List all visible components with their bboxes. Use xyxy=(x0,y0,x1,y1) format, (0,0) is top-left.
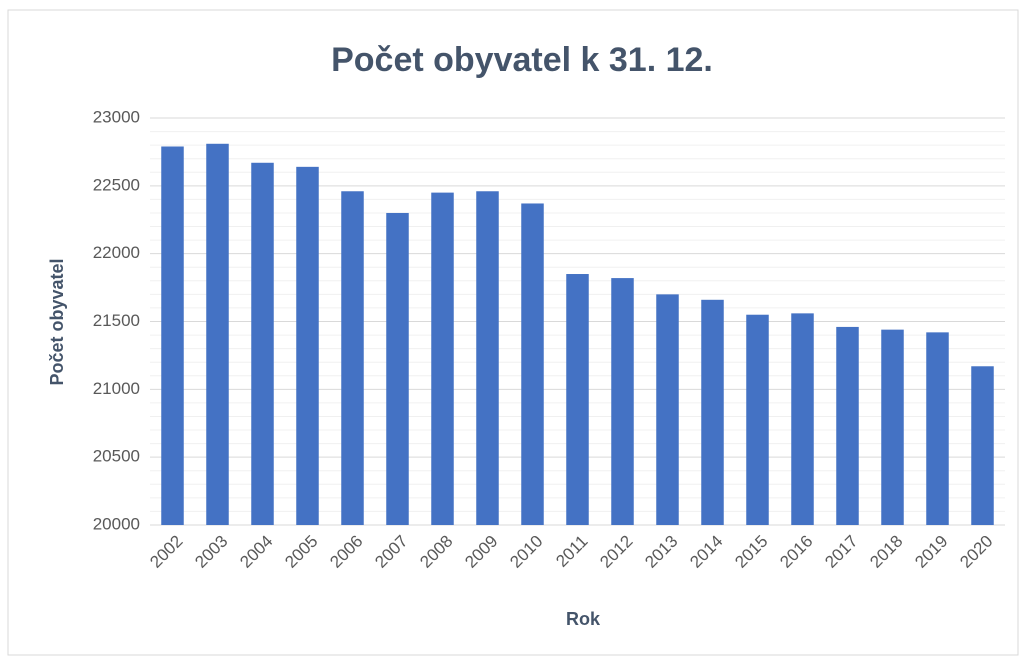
bar xyxy=(746,314,769,525)
bar xyxy=(161,146,184,526)
bar xyxy=(701,299,724,525)
y-tick-label: 22000 xyxy=(93,243,140,262)
bar xyxy=(656,294,679,525)
bar xyxy=(881,329,904,525)
bar xyxy=(926,332,949,525)
bar xyxy=(296,166,319,525)
bar xyxy=(566,274,589,525)
y-axis-title: Počet obyvatel xyxy=(47,258,67,385)
bar xyxy=(971,366,994,525)
y-tick-label: 20000 xyxy=(93,514,140,533)
bar xyxy=(431,192,454,525)
y-tick-label: 23000 xyxy=(93,107,140,126)
bar xyxy=(206,143,229,525)
x-axis-title: Rok xyxy=(566,609,601,629)
bar xyxy=(521,203,544,525)
y-tick-label: 21000 xyxy=(93,379,140,398)
bar xyxy=(836,326,859,525)
bar xyxy=(476,191,499,525)
y-tick-label: 20500 xyxy=(93,447,140,466)
bar xyxy=(386,212,409,525)
bar xyxy=(341,191,364,525)
bar xyxy=(791,313,814,525)
y-tick-label: 21500 xyxy=(93,311,140,330)
chart-title: Počet obyvatel k 31. 12. xyxy=(331,41,713,79)
bar xyxy=(251,162,274,525)
y-tick-label: 22500 xyxy=(93,175,140,194)
bar xyxy=(611,278,634,525)
